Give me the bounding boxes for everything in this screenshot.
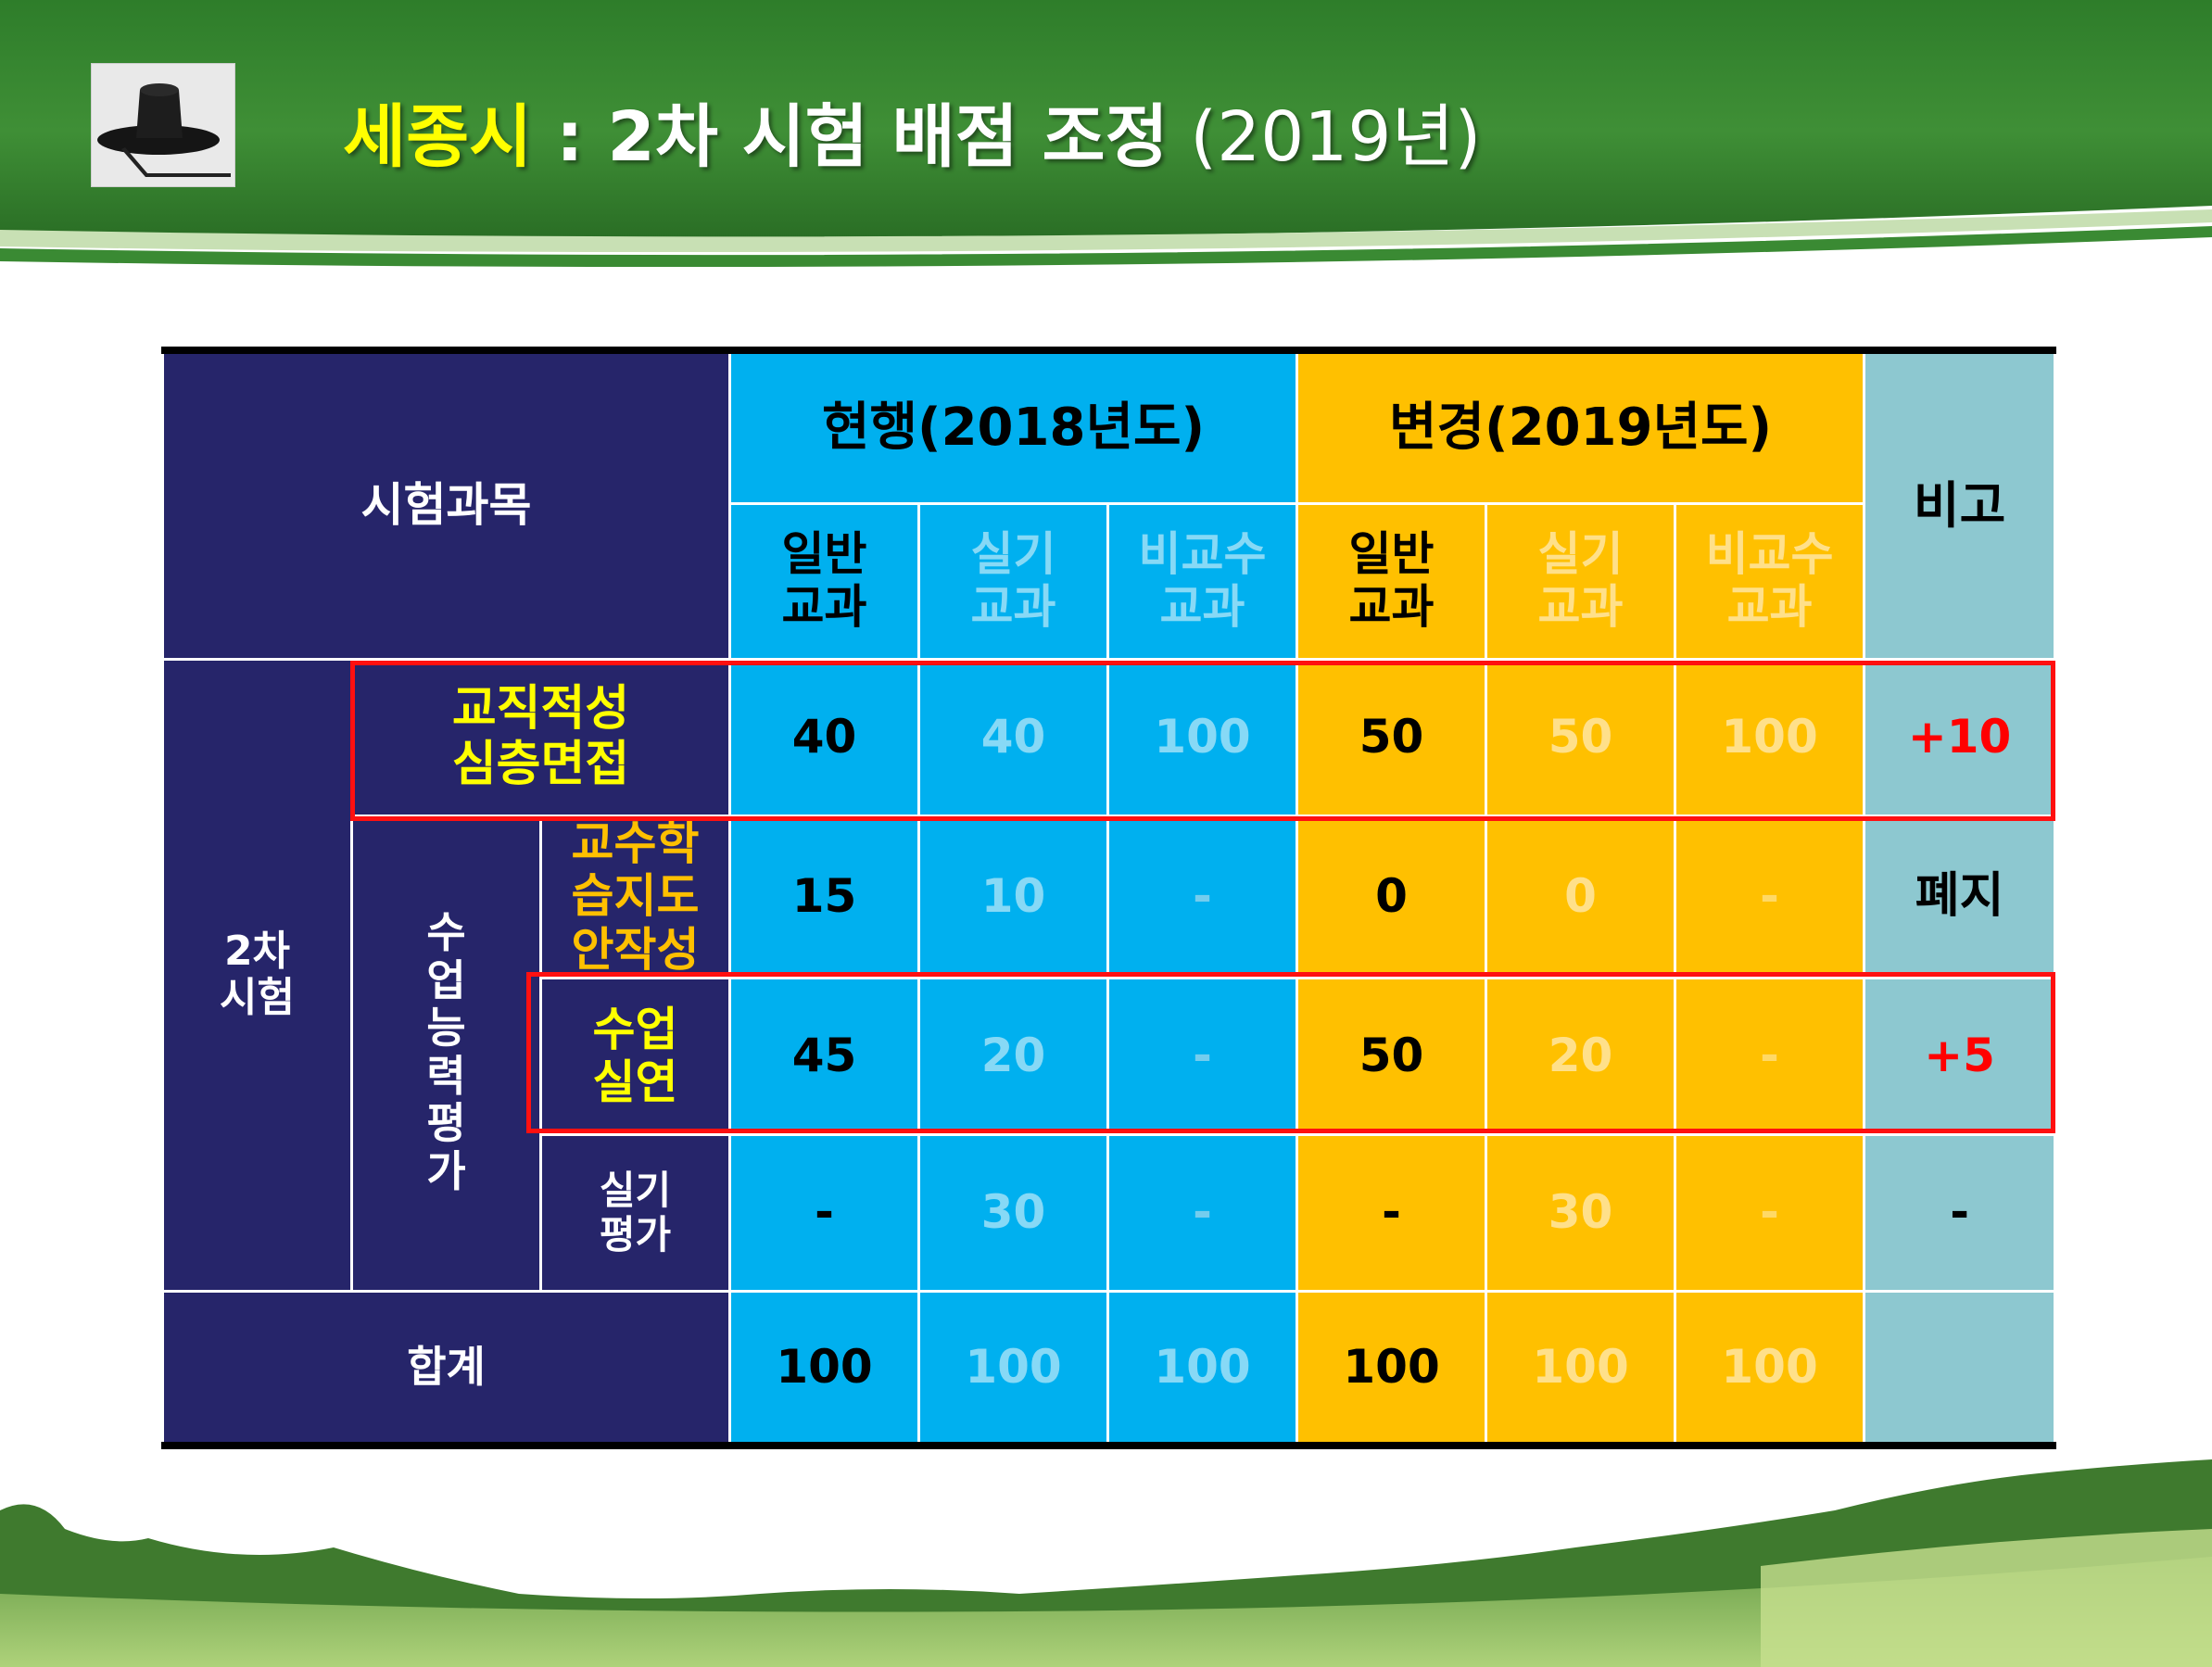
subcol-current-practical: 실기 교과 (917, 501, 1110, 661)
hat-icon (97, 83, 231, 177)
title-city: 세종시 (343, 97, 533, 177)
row-label-lesson-plan: 교수학 습지도 안작성 (538, 814, 732, 979)
highlight-aptitude-row (350, 661, 2055, 821)
subcol-current-general: 일반 교과 (728, 501, 921, 661)
cell-changed-practical: 30 (1485, 1133, 1677, 1293)
cell-changed-nonteaching: - (1674, 1133, 1866, 1293)
header-current: 현행(2018년도) (728, 347, 1299, 505)
cell-current-nonteaching: 100 (1106, 657, 1299, 817)
total-current-general: 100 (728, 1290, 921, 1449)
cell-note: 폐지 (1863, 814, 2057, 979)
subcol-changed-general: 일반 교과 (1296, 501, 1488, 661)
total-changed-nonteaching: 100 (1674, 1290, 1866, 1449)
header-subject: 시험과목 (160, 347, 732, 661)
cell-note: +10 (1863, 657, 2057, 817)
total-note (1863, 1290, 2057, 1449)
cell-note: +5 (1863, 977, 2057, 1136)
subcol-current-nonteaching: 비교수 교과 (1106, 501, 1299, 661)
score-table: 시험과목 현행(2018년도) 변경(2019년도) 비고 일반 교과 실기 교과 … (160, 347, 2057, 1449)
score-table-wrapper: 시험과목 현행(2018년도) 변경(2019년도) 비고 일반 교과 실기 교과 … (160, 347, 2057, 1449)
cell-changed-nonteaching: - (1674, 977, 1866, 1136)
cell-current-nonteaching: - (1106, 977, 1299, 1136)
table-row: 수업 실연 45 20 - 50 20 - +5 (163, 977, 2057, 1136)
cell-changed-general: - (1296, 1133, 1488, 1293)
total-current-nonteaching: 100 (1106, 1290, 1299, 1449)
cell-current-general: - (728, 1133, 921, 1293)
cell-current-practical: 40 (917, 657, 1110, 817)
cell-changed-general: 50 (1296, 657, 1488, 817)
cell-changed-practical: 20 (1485, 977, 1677, 1136)
title-year: (2019년) (1168, 97, 1482, 177)
grass-footer (0, 1459, 2212, 1667)
cell-changed-practical: 50 (1485, 657, 1677, 817)
group-label: 2차 시험 (161, 657, 353, 1293)
cell-changed-general: 0 (1296, 814, 1488, 979)
cell-changed-practical: 0 (1485, 814, 1677, 979)
header-banner (0, 0, 2212, 268)
subcol-changed-practical: 실기 교과 (1485, 501, 1677, 661)
table-row-total: 합계 100 100 100 100 100 100 (160, 1290, 2057, 1449)
cell-changed-general: 50 (1296, 977, 1488, 1136)
total-label: 합계 (160, 1290, 732, 1449)
table-row: 2차 시험 교직적성 심층면접 40 40 100 50 50 100 +10 (161, 657, 2057, 1293)
total-changed-practical: 100 (1485, 1290, 1677, 1449)
cell-current-general: 15 (728, 814, 921, 979)
row-label-practical-eval: 실기 평가 (538, 1133, 732, 1293)
header-note: 비고 (1863, 347, 2057, 661)
highlight-demo-lesson-row (526, 972, 2055, 1133)
cell-current-practical: 20 (917, 977, 1110, 1136)
total-changed-general: 100 (1296, 1290, 1488, 1449)
cell-current-general: 45 (728, 977, 921, 1136)
gat-hat-image (91, 63, 235, 187)
total-current-practical: 100 (917, 1290, 1110, 1449)
cell-current-practical: 30 (917, 1133, 1110, 1293)
header-changed: 변경(2019년도) (1296, 347, 1866, 505)
slide-title: 세종시 : 2차 시험 배점 조정 (2019년) (343, 82, 1481, 181)
title-main: 2차 시험 배점 조정 (607, 97, 1169, 177)
cell-current-general: 40 (728, 657, 921, 817)
title-colon: : (532, 97, 608, 177)
cell-changed-nonteaching: 100 (1674, 657, 1866, 817)
table-row: 실기 평가 - 30 - - 30 - - (163, 1133, 2057, 1293)
cell-current-practical: 10 (917, 814, 1110, 979)
cell-current-nonteaching: - (1106, 1133, 1299, 1293)
cell-current-nonteaching: - (1106, 814, 1299, 979)
cell-changed-nonteaching: - (1674, 814, 1866, 979)
row-label-aptitude: 교직적성 심층면접 (349, 657, 732, 817)
subcol-changed-nonteaching: 비교수 교과 (1674, 501, 1866, 661)
row-label-demo-lesson: 수업 실연 (538, 977, 732, 1136)
cell-note: - (1863, 1133, 2057, 1293)
